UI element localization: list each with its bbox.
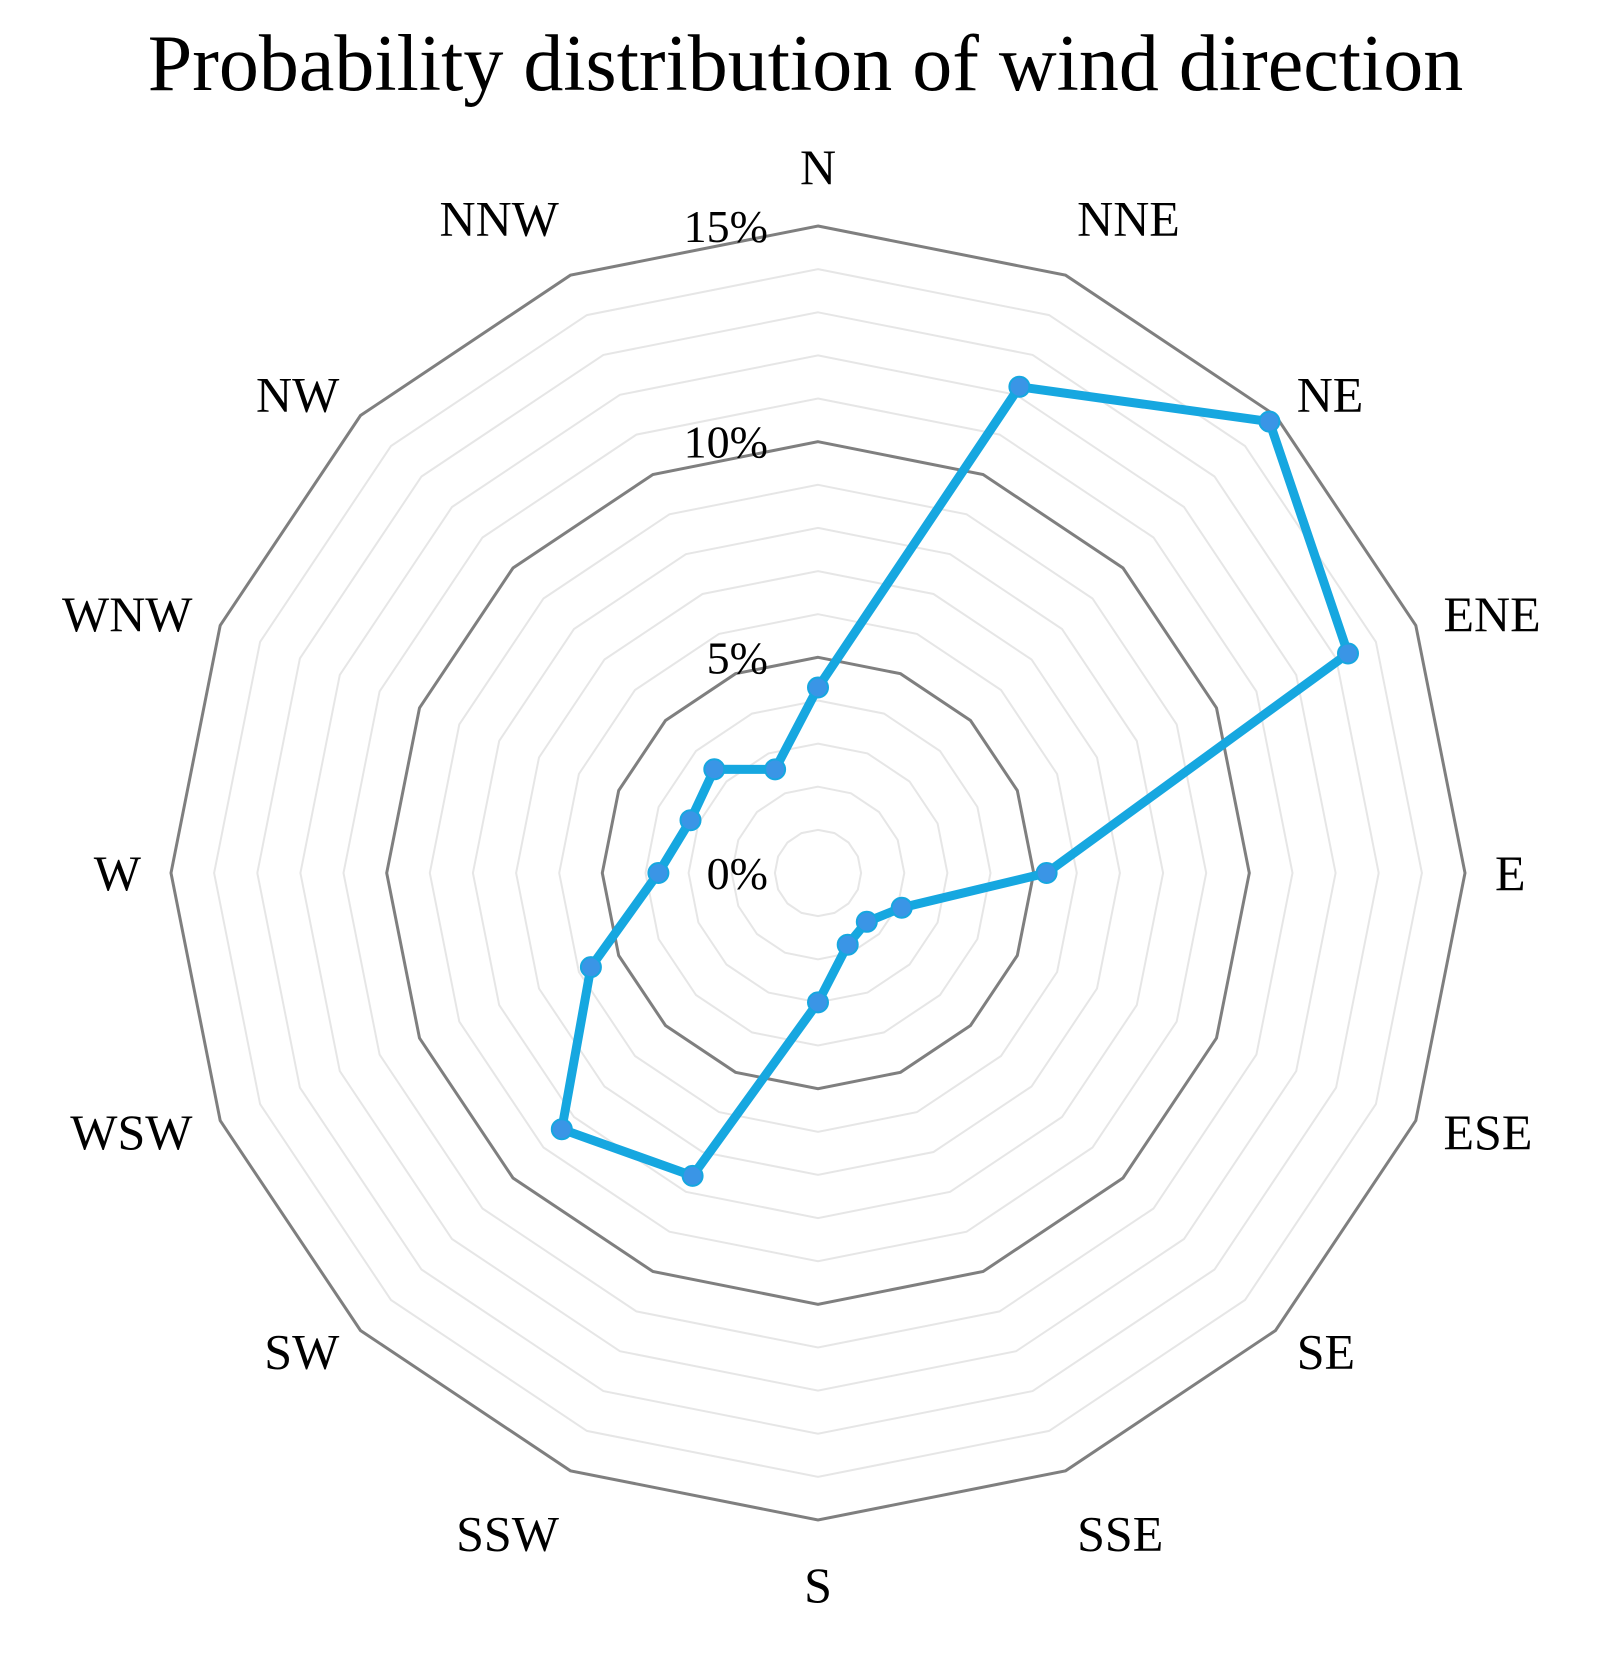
direction-label: E bbox=[1495, 845, 1526, 901]
direction-label: SE bbox=[1297, 1324, 1355, 1380]
data-point bbox=[703, 758, 726, 781]
minor-grid-ring bbox=[213, 268, 1423, 1478]
data-point bbox=[681, 1164, 704, 1187]
data-point bbox=[579, 956, 602, 979]
data-point bbox=[550, 1118, 573, 1141]
data-point bbox=[1035, 862, 1058, 884]
minor-grid-ring bbox=[471, 526, 1165, 1220]
data-point bbox=[679, 809, 702, 832]
minor-grid-ring bbox=[342, 397, 1294, 1349]
data-point bbox=[1008, 375, 1031, 398]
direction-label: SW bbox=[264, 1324, 340, 1380]
direction-label: WNW bbox=[62, 586, 193, 642]
major-grid-ring bbox=[169, 224, 1467, 1522]
major-grid-ring bbox=[600, 655, 1036, 1091]
data-point bbox=[764, 758, 787, 781]
major-grid-ring bbox=[385, 440, 1251, 1306]
radial-tick-label: 15% bbox=[684, 201, 768, 252]
direction-label: NNW bbox=[439, 191, 559, 247]
tick-label-layer: 0% 5% 10% 15% bbox=[684, 201, 768, 899]
minor-grid-ring bbox=[515, 570, 1121, 1176]
radial-tick-label: 5% bbox=[707, 632, 768, 683]
direction-label: S bbox=[804, 1557, 832, 1613]
minor-grid-ring bbox=[773, 828, 863, 918]
direction-label: SSE bbox=[1077, 1506, 1163, 1562]
minor-grid-ring bbox=[730, 785, 906, 961]
direction-label: ESE bbox=[1444, 1104, 1533, 1160]
direction-label: ENE bbox=[1444, 586, 1541, 642]
data-point bbox=[807, 991, 829, 1014]
radial-tick-label: 10% bbox=[684, 417, 768, 468]
data-point bbox=[647, 862, 670, 884]
direction-label: WSW bbox=[70, 1104, 193, 1160]
direction-label: W bbox=[94, 845, 142, 901]
minor-grid-ring bbox=[299, 354, 1337, 1392]
data-point bbox=[836, 933, 859, 956]
direction-label: NNE bbox=[1077, 191, 1180, 247]
data-point bbox=[807, 676, 829, 699]
data-point bbox=[1258, 410, 1281, 433]
direction-label: N bbox=[800, 139, 836, 195]
minor-grid-ring bbox=[428, 483, 1208, 1263]
minor-grid-ring bbox=[644, 699, 992, 1047]
data-point bbox=[1337, 642, 1359, 665]
direction-label: SSW bbox=[456, 1506, 560, 1562]
grid-layer bbox=[169, 224, 1467, 1522]
chart-title: Probability distribution of wind directi… bbox=[147, 20, 1464, 108]
data-point bbox=[855, 910, 878, 933]
axis-label-layer: N NNE NE ENE E ESE SE SSE S SSW SW WSW W WNW NW NNW bbox=[62, 139, 1541, 1613]
direction-label: NE bbox=[1297, 366, 1364, 422]
direction-label: NW bbox=[256, 366, 340, 422]
minor-grid-ring bbox=[558, 613, 1078, 1133]
data-point bbox=[890, 896, 913, 919]
minor-grid-ring bbox=[256, 311, 1380, 1435]
series-layer bbox=[550, 375, 1359, 1187]
radial-tick-label: 0% bbox=[707, 848, 768, 899]
